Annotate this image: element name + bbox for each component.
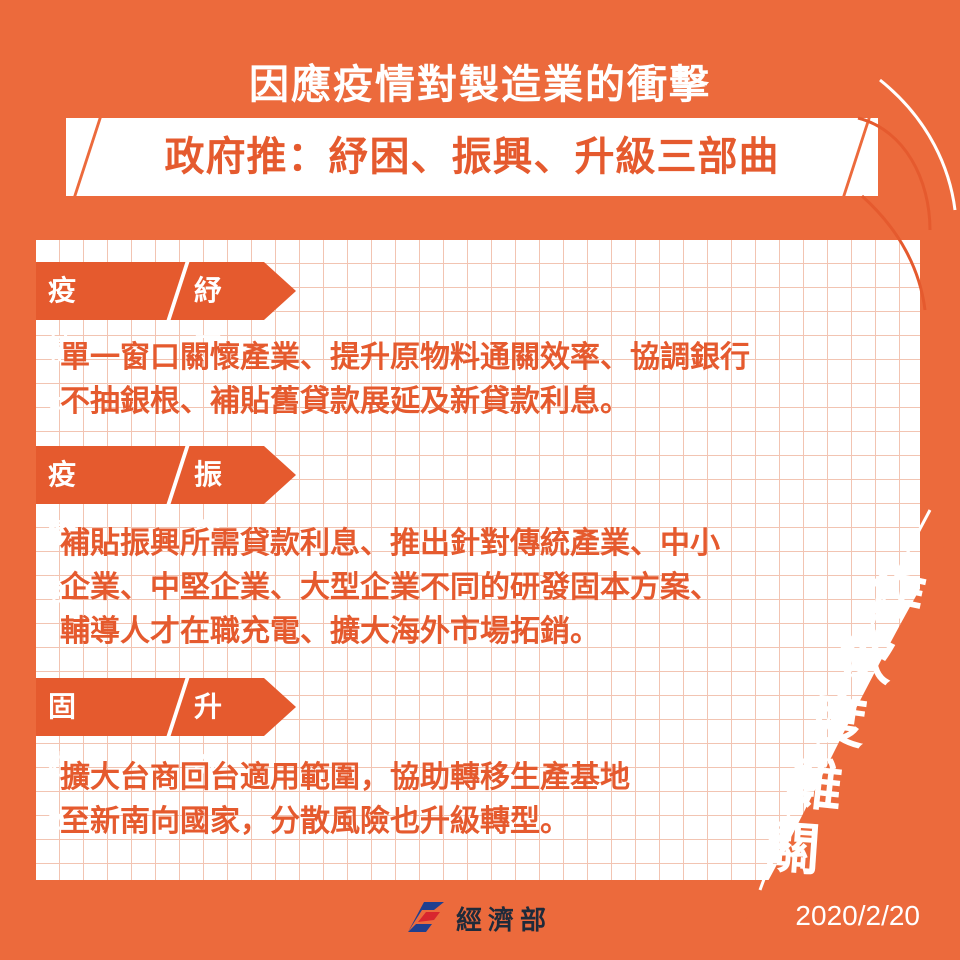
slogan-char: 伙 bbox=[832, 620, 900, 695]
publish-date: 2020/2/20 bbox=[795, 900, 920, 931]
section-text-upgrade: 擴大台商回台適用範圍，協助轉移生產基地 至新南向國家，分散風險也升級轉型。 bbox=[60, 760, 630, 839]
subtitle-banner: 政府推：紓困、振興、升級三部曲 bbox=[66, 118, 878, 196]
slogan-char: 度 bbox=[805, 685, 871, 758]
tag-action-label: 升級 bbox=[194, 690, 223, 781]
tag-action-label: 振興 bbox=[194, 458, 223, 549]
slogan-char: 關 bbox=[761, 815, 823, 884]
section-text-relief: 單一窗口關懷產業、提升原物料通關效率、協調銀行 不抽銀根、補貼舊貸款展延及新貸款… bbox=[60, 340, 750, 419]
subtitle-text: 政府推：紓困、振興、升級三部曲 bbox=[164, 134, 780, 180]
tag-arrow-shape bbox=[36, 262, 296, 320]
tag-phase-label: 固根本 bbox=[48, 690, 77, 839]
slogan-char: 難 bbox=[782, 750, 846, 821]
tag-phase-label: 疫情後 bbox=[48, 458, 77, 607]
section-text-revitalize: 補貼振興所需貸款利息、推出針對傳統產業、中小 企業、中堅企業、大型企業不同的研發… bbox=[60, 526, 720, 649]
ministry-name: 經濟部 bbox=[456, 906, 553, 936]
ministry-logo-icon bbox=[408, 902, 444, 932]
tag-arrow-shape bbox=[36, 446, 296, 504]
tag-phase-label: 疫情中 bbox=[48, 274, 77, 423]
tag-arrow-shape bbox=[36, 678, 296, 736]
slogan-char: 作 bbox=[861, 555, 931, 632]
tag-action-label: 紓困 bbox=[194, 274, 223, 365]
page-title: 因應疫情對製造業的衝擊 bbox=[249, 62, 711, 108]
